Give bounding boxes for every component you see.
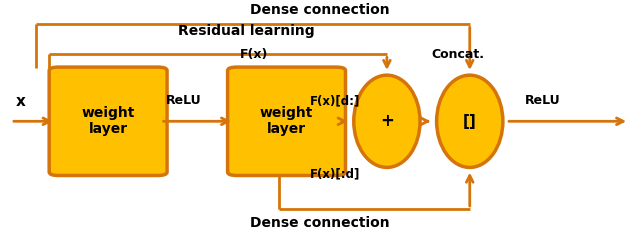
Text: Dense connection: Dense connection — [250, 3, 390, 17]
Text: ReLU: ReLU — [525, 94, 561, 107]
Text: Dense connection: Dense connection — [250, 216, 390, 230]
Text: F(x)[:d]: F(x)[:d] — [310, 168, 360, 181]
Text: x: x — [15, 94, 26, 109]
Ellipse shape — [436, 75, 503, 167]
FancyBboxPatch shape — [49, 67, 167, 175]
Text: weight
layer: weight layer — [81, 106, 135, 136]
Text: F(x): F(x) — [241, 48, 269, 61]
Ellipse shape — [354, 75, 420, 167]
Text: ReLU: ReLU — [166, 94, 202, 107]
Text: Concat.: Concat. — [431, 48, 484, 61]
FancyBboxPatch shape — [228, 67, 346, 175]
Text: F(x)[d:]: F(x)[d:] — [310, 94, 360, 107]
Text: weight
layer: weight layer — [260, 106, 313, 136]
Text: Residual learning: Residual learning — [179, 24, 315, 38]
Text: []: [] — [463, 114, 477, 129]
Text: +: + — [380, 112, 394, 130]
